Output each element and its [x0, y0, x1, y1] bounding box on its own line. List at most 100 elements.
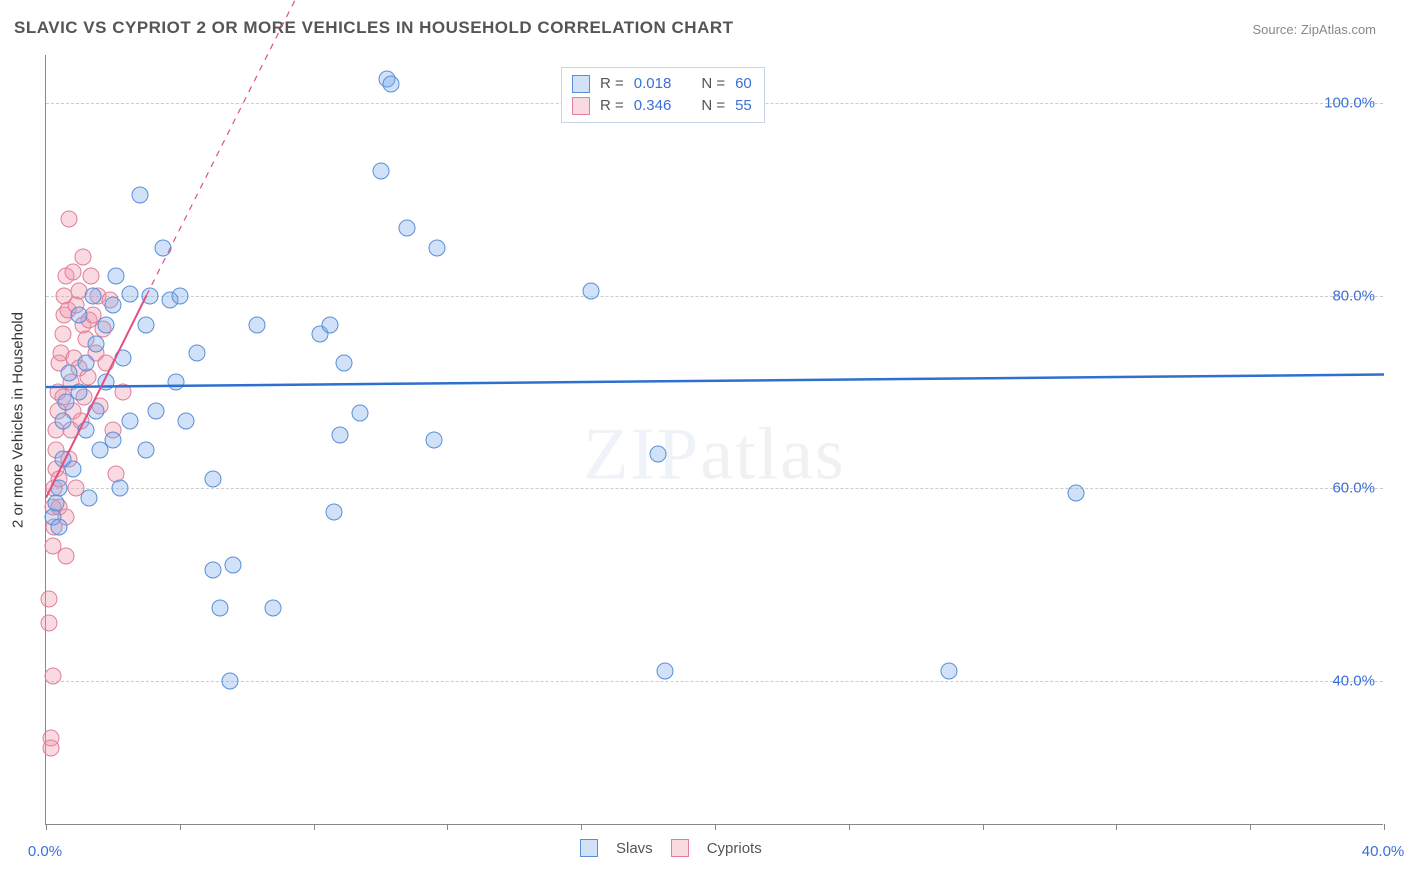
data-point: [178, 412, 195, 429]
data-point: [1068, 484, 1085, 501]
gridline: [46, 296, 1383, 297]
data-point: [84, 287, 101, 304]
data-point: [114, 383, 131, 400]
y-tick-label: 80.0%: [1332, 287, 1375, 304]
data-point: [61, 210, 78, 227]
data-point: [225, 557, 242, 574]
watermark-light: atlas: [700, 413, 846, 495]
data-point: [98, 316, 115, 333]
data-point: [54, 326, 71, 343]
legend-series-name: Slavs: [616, 840, 653, 857]
data-point: [148, 403, 165, 420]
data-point: [78, 422, 95, 439]
correlation-legend: R = 0.018N = 60R = 0.346 N = 55: [561, 67, 765, 123]
data-point: [171, 287, 188, 304]
data-point: [88, 335, 105, 352]
x-tick-label: 0.0%: [28, 843, 62, 860]
data-point: [941, 663, 958, 680]
data-point: [43, 740, 60, 757]
data-point: [429, 239, 446, 256]
data-point: [74, 249, 91, 266]
data-point: [138, 441, 155, 458]
legend-series-name: Cypriots: [707, 840, 762, 857]
x-tick-label: 40.0%: [1362, 843, 1405, 860]
data-point: [335, 355, 352, 372]
data-point: [83, 268, 100, 285]
data-point: [71, 383, 88, 400]
data-point: [138, 316, 155, 333]
data-point: [108, 268, 125, 285]
data-point: [188, 345, 205, 362]
data-point: [44, 667, 61, 684]
data-point: [64, 460, 81, 477]
data-point: [104, 297, 121, 314]
legend-swatch: [580, 839, 598, 857]
data-point: [48, 494, 65, 511]
data-point: [372, 162, 389, 179]
legend-n-value: 60: [735, 73, 752, 95]
legend-r-value: 0.018: [634, 73, 672, 95]
gridline: [46, 488, 1383, 489]
data-point: [51, 518, 68, 535]
trendlines: [46, 55, 1384, 825]
y-axis-title: 2 or more Vehicles in Household: [10, 312, 27, 528]
legend-swatch: [572, 97, 590, 115]
legend-row: R = 0.346 N = 55: [572, 95, 752, 117]
data-point: [325, 504, 342, 521]
x-tick: [46, 824, 47, 830]
data-point: [322, 316, 339, 333]
y-tick-label: 100.0%: [1324, 95, 1375, 112]
data-point: [352, 405, 369, 422]
data-point: [51, 480, 68, 497]
x-tick: [1384, 824, 1385, 830]
y-tick-label: 40.0%: [1332, 672, 1375, 689]
data-point: [426, 432, 443, 449]
data-point: [131, 186, 148, 203]
x-tick: [447, 824, 448, 830]
data-point: [58, 547, 75, 564]
data-point: [61, 364, 78, 381]
data-point: [248, 316, 265, 333]
data-point: [41, 590, 58, 607]
watermark-bold: ZIP: [583, 413, 700, 495]
data-point: [78, 355, 95, 372]
x-tick: [983, 824, 984, 830]
legend-swatch: [671, 839, 689, 857]
plot-area: ZIPatlas 40.0% 60.0% 80.0% 100.0%: [45, 55, 1383, 825]
data-point: [111, 480, 128, 497]
data-point: [121, 412, 138, 429]
legend-r-label: R =: [600, 73, 624, 95]
data-point: [211, 600, 228, 617]
legend-r-value: 0.346: [634, 95, 672, 117]
data-point: [205, 561, 222, 578]
legend-n-value: 55: [735, 95, 752, 117]
data-point: [54, 412, 71, 429]
legend-n-label: N =: [701, 95, 725, 117]
y-tick-label: 60.0%: [1332, 480, 1375, 497]
x-tick: [849, 824, 850, 830]
data-point: [98, 355, 115, 372]
source-label: Source: ZipAtlas.com: [1252, 22, 1376, 37]
data-point: [583, 282, 600, 299]
data-point: [205, 470, 222, 487]
x-tick: [1250, 824, 1251, 830]
legend-r-label: R =: [600, 95, 624, 117]
data-point: [41, 614, 58, 631]
data-point: [656, 663, 673, 680]
data-point: [382, 75, 399, 92]
data-point: [265, 600, 282, 617]
series-legend: Slavs Cypriots: [580, 839, 762, 857]
data-point: [88, 403, 105, 420]
x-tick: [1116, 824, 1117, 830]
legend-row: R = 0.018N = 60: [572, 73, 752, 95]
data-point: [114, 350, 131, 367]
data-point: [64, 263, 81, 280]
gridline: [46, 681, 1383, 682]
data-point: [81, 489, 98, 506]
data-point: [399, 220, 416, 237]
data-point: [332, 427, 349, 444]
data-point: [168, 374, 185, 391]
x-tick: [314, 824, 315, 830]
data-point: [155, 239, 172, 256]
data-point: [221, 672, 238, 689]
